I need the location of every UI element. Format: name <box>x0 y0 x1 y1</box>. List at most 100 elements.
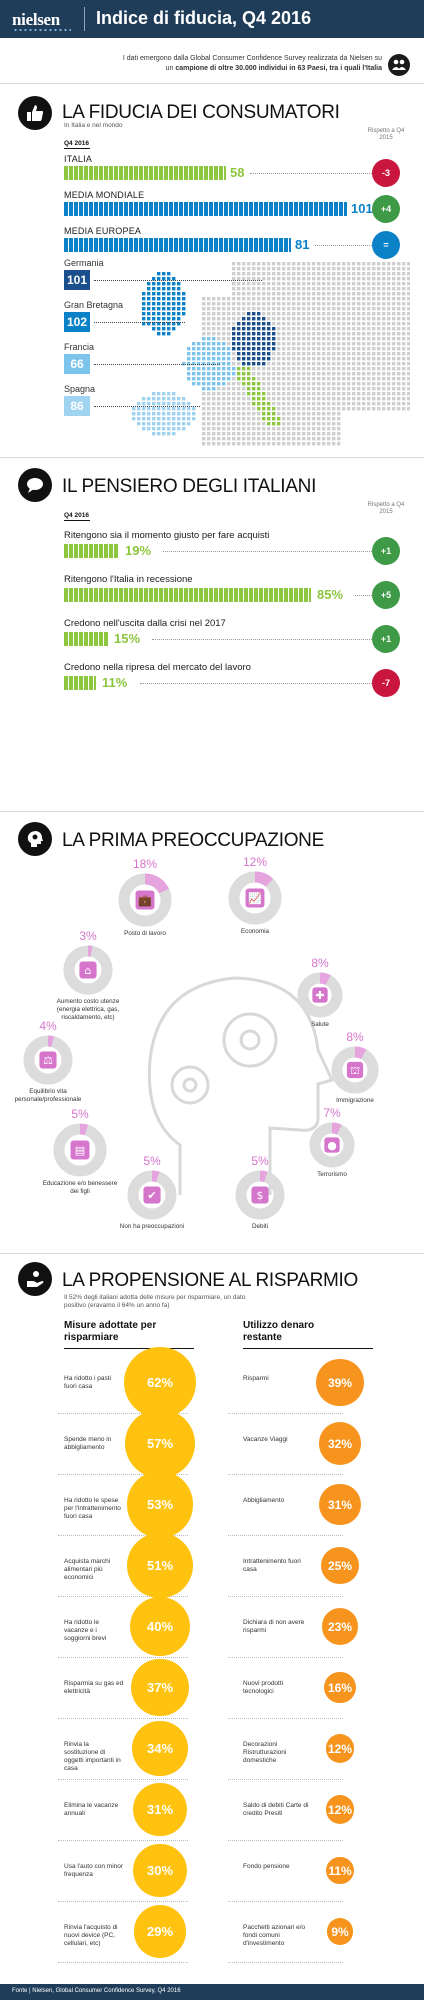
map-dot <box>332 392 336 396</box>
pensiero-bar <box>64 588 311 602</box>
map-dot <box>262 352 266 356</box>
map-dot <box>347 322 351 326</box>
map-dot <box>307 422 311 426</box>
map-dot <box>242 407 246 411</box>
map-dot <box>247 417 251 421</box>
map-dot <box>272 417 276 421</box>
map-dot <box>367 317 371 321</box>
map-dot <box>387 332 391 336</box>
map-dot <box>157 282 161 286</box>
map-dot <box>212 372 216 376</box>
pensiero-delta-badge: +1 <box>372 537 400 565</box>
concern-percent: 5% <box>71 1107 89 1121</box>
map-dot <box>207 362 211 366</box>
map-dot <box>322 382 326 386</box>
map-dot <box>217 432 221 436</box>
map-dot <box>327 332 331 336</box>
map-dot <box>342 392 346 396</box>
map-dot <box>387 392 391 396</box>
concern-donut: $ <box>235 1170 285 1220</box>
concern-percent: 18% <box>132 857 158 871</box>
map-dot <box>247 317 251 321</box>
map-dot <box>222 402 226 406</box>
savings-right-value: 31% <box>327 1497 353 1512</box>
pensiero-bar <box>64 632 108 646</box>
map-dot <box>227 432 231 436</box>
map-dot <box>182 422 186 426</box>
map-dot <box>302 292 306 296</box>
map-dot <box>287 277 291 281</box>
map-dot <box>377 287 381 291</box>
map-dot <box>167 312 171 316</box>
map-dot <box>222 352 226 356</box>
map-dot <box>187 417 191 421</box>
map-dot <box>327 277 331 281</box>
map-dot <box>382 317 386 321</box>
map-dot <box>357 327 361 331</box>
map-dot <box>207 427 211 431</box>
map-dot <box>212 332 216 336</box>
map-dot <box>407 302 411 306</box>
map-dot <box>242 427 246 431</box>
map-dot <box>302 287 306 291</box>
map-dot <box>322 327 326 331</box>
map-dot <box>212 307 216 311</box>
map-dot <box>152 277 156 281</box>
map-dot <box>137 422 141 426</box>
map-dot <box>212 392 216 396</box>
map-dot <box>282 347 286 351</box>
map-dot <box>407 312 411 316</box>
map-dot <box>207 417 211 421</box>
map-dot <box>392 337 396 341</box>
map-dot <box>397 292 401 296</box>
map-dot <box>392 297 396 301</box>
map-dot <box>232 422 236 426</box>
map-dot <box>272 312 276 316</box>
map-dot <box>342 397 346 401</box>
map-dot <box>332 297 336 301</box>
map-dot <box>247 372 251 376</box>
map-dot <box>207 432 211 436</box>
map-dot <box>262 267 266 271</box>
map-dot <box>332 337 336 341</box>
map-dot <box>362 357 366 361</box>
map-dot <box>317 342 321 346</box>
map-dot <box>282 357 286 361</box>
map-dot <box>322 422 326 426</box>
map-dot <box>402 352 406 356</box>
map-dot <box>382 352 386 356</box>
map-dot <box>337 367 341 371</box>
pensiero-rispetto: Rispetto a Q4 2015 <box>367 502 405 515</box>
map-dot <box>262 357 266 361</box>
map-dot <box>252 292 256 296</box>
map-dot <box>332 432 336 436</box>
map-dot <box>222 337 226 341</box>
map-dot <box>332 347 336 351</box>
map-dot <box>327 272 331 276</box>
map-dot <box>252 312 256 316</box>
map-dot <box>377 317 381 321</box>
map-dot <box>282 352 286 356</box>
map-dot <box>392 282 396 286</box>
map-dot <box>222 362 226 366</box>
map-dot <box>282 417 286 421</box>
map-dot <box>182 297 186 301</box>
map-dot <box>407 352 411 356</box>
map-dot <box>257 352 261 356</box>
map-dot <box>172 392 176 396</box>
map-dot <box>237 292 241 296</box>
map-dot <box>187 377 191 381</box>
map-dot <box>287 272 291 276</box>
map-dot <box>272 282 276 286</box>
savings-right-divider <box>228 1596 343 1597</box>
map-dot <box>362 347 366 351</box>
intro-pre: I dati emergono dalla Global Consumer Co… <box>122 55 382 72</box>
map-dot <box>242 277 246 281</box>
map-dot <box>162 422 166 426</box>
map-dot <box>287 357 291 361</box>
map-dot <box>252 427 256 431</box>
concern-icon-glyph: ▤ <box>75 1144 85 1157</box>
map-dot <box>152 327 156 331</box>
map-dot <box>207 332 211 336</box>
map-dot <box>407 377 411 381</box>
